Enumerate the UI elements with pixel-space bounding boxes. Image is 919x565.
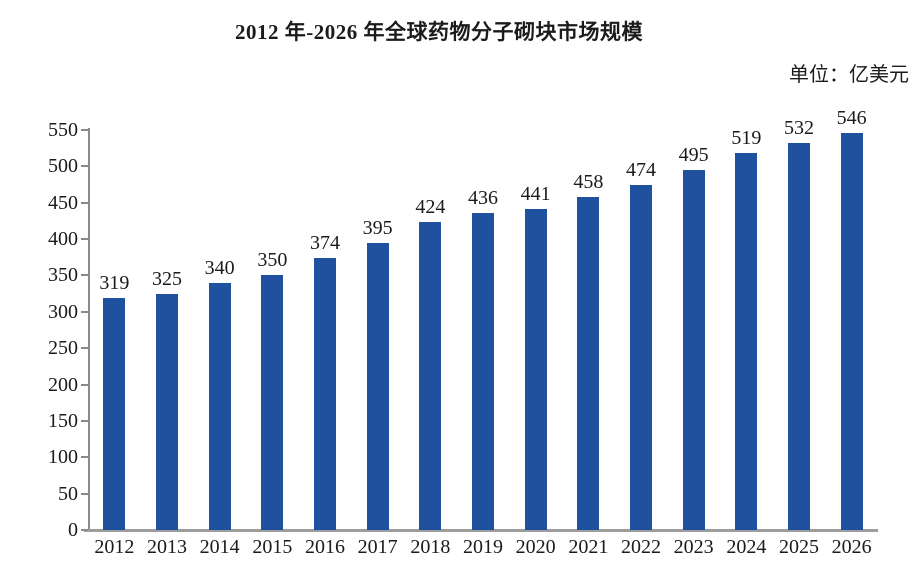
- bar-2019: [472, 212, 494, 530]
- y-tick-mark: [81, 165, 88, 168]
- y-tick-mark: [81, 201, 88, 204]
- bar-2015: [261, 275, 284, 530]
- bar-value-label: 374: [309, 232, 340, 254]
- bar-2020: [524, 209, 547, 530]
- y-tick-label: 200: [48, 373, 78, 396]
- bar-value-label: 319: [99, 272, 130, 294]
- bar-2013: [156, 293, 178, 530]
- y-tick-label: 400: [48, 228, 78, 251]
- bar-value-label: 325: [151, 267, 182, 290]
- y-tick-label: 0: [68, 519, 78, 541]
- x-tick-label: 2018: [410, 536, 451, 558]
- bar-value-label: 458: [573, 170, 604, 193]
- y-tick-mark: [81, 529, 88, 531]
- bar-value-label: 395: [362, 216, 393, 239]
- y-tick-label: 350: [48, 264, 78, 287]
- x-tick-label: 2019: [462, 536, 503, 558]
- x-tick-label: 2026: [831, 536, 872, 558]
- y-tick-mark: [81, 419, 88, 422]
- y-tick-mark: [81, 129, 88, 131]
- bar-value-label: 474: [625, 159, 656, 182]
- x-tick-label: 2015: [252, 536, 293, 558]
- bar-value-label: 532: [783, 117, 814, 140]
- x-tick-label: 2024: [726, 536, 767, 558]
- y-tick-mark: [81, 383, 88, 386]
- bar-2022: [630, 185, 652, 530]
- y-tick-mark: [81, 274, 88, 277]
- unit-label: 单位：亿美元: [789, 64, 909, 86]
- bar-2014: [208, 282, 231, 530]
- bar-value-label: 350: [257, 249, 288, 272]
- x-tick-label: 2017: [357, 536, 398, 558]
- y-tick-mark: [81, 347, 88, 350]
- x-tick-label: 2014: [199, 536, 240, 558]
- bar-value-label: 436: [467, 186, 498, 209]
- y-axis-line: [88, 128, 90, 532]
- bar-2018: [419, 221, 442, 530]
- bar-value-label: 340: [204, 256, 235, 279]
- y-tick-label: 100: [48, 446, 78, 469]
- bar-value-label: 424: [415, 195, 446, 218]
- bar-2025: [788, 143, 810, 530]
- chart-title: 2012 年-2026 年全球药物分子砌块市场规模: [235, 20, 643, 44]
- x-tick-label: 2016: [304, 536, 345, 558]
- bar-2012: [103, 298, 126, 530]
- bar-value-label: 519: [731, 126, 762, 149]
- y-tick-label: 500: [48, 155, 78, 178]
- bar-2016: [314, 258, 336, 530]
- y-tick-label: 450: [48, 191, 78, 214]
- y-tick-label: 150: [48, 409, 78, 432]
- x-tick-label: 2013: [146, 536, 187, 558]
- y-tick-label: 550: [48, 119, 78, 141]
- bar-value-label: 546: [836, 106, 867, 129]
- y-tick-label: 50: [58, 482, 78, 505]
- x-tick-label: 2023: [673, 536, 714, 558]
- x-axis-line: [84, 529, 878, 532]
- x-tick-label: 2022: [620, 536, 661, 558]
- y-tick-mark: [81, 238, 88, 241]
- bar-2024: [735, 152, 758, 530]
- y-tick-label: 300: [48, 300, 78, 323]
- bar-value-label: 495: [678, 144, 709, 166]
- bar-2026: [840, 132, 863, 530]
- y-tick-label: 250: [48, 337, 78, 360]
- bar-2023: [682, 170, 705, 530]
- x-tick-label: 2020: [515, 536, 556, 558]
- x-tick-label: 2025: [778, 536, 819, 558]
- y-tick-mark: [81, 456, 88, 459]
- bar-2017: [366, 242, 389, 530]
- x-tick-label: 2012: [94, 536, 135, 558]
- x-tick-label: 2021: [568, 536, 609, 558]
- y-tick-mark: [81, 492, 88, 495]
- y-tick-mark: [81, 310, 88, 313]
- bar-value-label: 441: [520, 183, 551, 206]
- bar-2021: [577, 196, 600, 530]
